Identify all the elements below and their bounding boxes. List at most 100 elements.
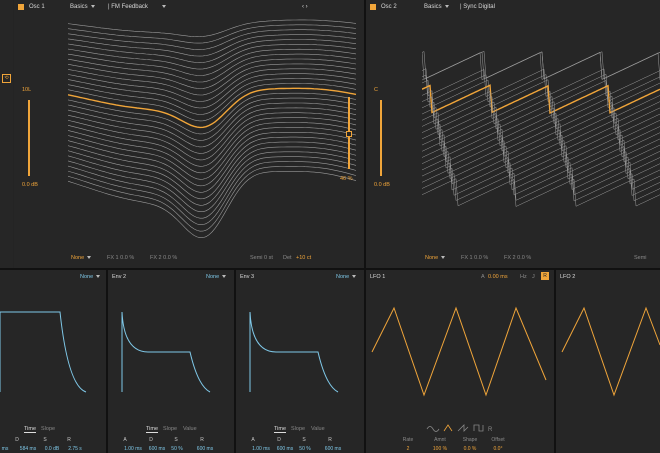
wavetable-frame (68, 127, 357, 180)
lfo1-hz-toggle[interactable]: Hz (520, 274, 527, 280)
lfo2-title: LFO 2 (560, 274, 576, 280)
wavetable-frame (68, 44, 357, 70)
env1-d-label: D (15, 437, 19, 443)
wavetable-frame (422, 106, 660, 136)
osc1-enable-toggle[interactable] (18, 4, 24, 10)
env1-s-label: S (43, 437, 47, 443)
env2-envelope-display[interactable] (108, 300, 234, 400)
osc2-wavetable-display[interactable] (422, 20, 660, 246)
wavetable-frame (68, 29, 357, 50)
env3-a-value[interactable]: 1.00 ms (252, 446, 270, 452)
env3-tab-value[interactable]: Value (311, 426, 325, 432)
osc1-wavetable-select[interactable]: | FM Feedback (108, 4, 166, 10)
osc1-gain-slider[interactable] (28, 100, 30, 176)
lfo1-retrig-button[interactable]: R (541, 272, 549, 280)
wavetable-frame (422, 178, 660, 207)
osc-position-handle[interactable] (346, 131, 352, 137)
lfo1-rate-value[interactable]: 2 (406, 446, 410, 452)
envelope-curve (0, 311, 87, 393)
wavetable-frame (68, 146, 357, 206)
env-divider-2 (234, 270, 236, 453)
osc1-semi-knob[interactable]: Semi 0 st (250, 255, 273, 261)
wavetable-frame (68, 78, 357, 115)
env3-tab-slope[interactable]: Slope (291, 426, 306, 432)
lfo1-shape-selector[interactable]: R (426, 423, 506, 433)
wavetable-frame (68, 34, 357, 57)
wavetable-frame (68, 141, 357, 200)
wavetable-frame (422, 95, 660, 125)
wavetable-frame (68, 63, 357, 96)
osc1-det-value[interactable]: +10 ct (296, 255, 312, 261)
lfo1-rate-label: Rate (402, 437, 414, 443)
selected-wave (68, 87, 357, 129)
osc1-fx1-knob[interactable]: FX 1 0.0 % (107, 255, 135, 261)
env1-envelope-display[interactable] (0, 300, 104, 400)
wavetable-frame (68, 39, 357, 63)
env2-s-value[interactable]: 50 % (171, 446, 183, 452)
wavetable-frame (68, 161, 357, 226)
osc2-fx2-knob[interactable]: FX 2 0.0 % (504, 255, 532, 261)
lfo1-offset-label: Offset (491, 437, 505, 443)
env3-s-value[interactable]: 50 % (299, 446, 311, 452)
lfo2-waveform-display[interactable] (556, 300, 660, 400)
env3-a-label: A (251, 437, 255, 443)
envelope-curve (121, 311, 211, 393)
env2-tab-value[interactable]: Value (183, 426, 197, 432)
osc2-wavetable-select[interactable]: | Sync Digital (460, 4, 495, 10)
osc2-title: Osc 2 (381, 4, 397, 10)
wavetable-frame (422, 79, 660, 108)
env2-mode-select[interactable]: None (206, 274, 227, 280)
osc1-fx-mode-select[interactable]: None (71, 255, 92, 261)
env2-tab-time[interactable]: Time (146, 426, 159, 433)
env1-cut-value: ms (1, 446, 9, 452)
lfo1-sync-icon[interactable]: J (532, 274, 535, 280)
lfo1-offset-value[interactable]: 0.0° (493, 446, 503, 452)
wavetable-frame (68, 58, 357, 89)
osc1-wavetable-display[interactable] (68, 14, 358, 244)
lfo1-title: LFO 1 (370, 274, 386, 280)
env2-a-value[interactable]: 1.00 ms (124, 446, 142, 452)
env3-r-label: R (328, 437, 332, 443)
osc2-category-select[interactable]: Basics (424, 4, 449, 10)
osc1-category-select[interactable]: Basics (70, 4, 95, 10)
wavetable-frame (422, 167, 660, 196)
env2-tab-slope[interactable]: Slope (163, 426, 178, 432)
env1-d-value[interactable]: 584 ms (19, 446, 37, 452)
left-strip-button[interactable]: ⟲ (2, 74, 11, 83)
wavetable-frame (68, 68, 357, 102)
env3-d-value[interactable]: 600 ms (276, 446, 294, 452)
wavetable-frame (68, 112, 357, 161)
lfo1-waveform-display[interactable] (366, 300, 554, 400)
env2-r-value[interactable]: 600 ms (196, 446, 214, 452)
lfo-waveform (561, 306, 660, 397)
wavetable-frame (422, 51, 660, 81)
osc2-enable-toggle[interactable] (370, 4, 376, 10)
lfo1-shape-value[interactable]: 0.0 % (463, 446, 477, 452)
env1-tab-time[interactable]: Time (24, 426, 37, 433)
osc2-gain-slider[interactable] (380, 100, 382, 176)
osc1-nav-arrows[interactable]: ‹ › (302, 4, 308, 10)
env1-s-value[interactable]: 0.0 dB (44, 446, 60, 452)
env1-r-value[interactable]: 2.75 s (68, 446, 82, 452)
env3-mode-select[interactable]: None (336, 274, 357, 280)
osc2-fx1-knob[interactable]: FX 1 0.0 % (461, 255, 489, 261)
chevron-down-icon (87, 256, 92, 260)
env1-tab-slope[interactable]: Slope (41, 426, 56, 432)
env2-panel: Env 2 None Time Slope Value A 1.00 ms D … (108, 270, 234, 453)
env1-mode-select[interactable]: None (80, 274, 101, 280)
osc1-fx2-knob[interactable]: FX 2 0.0 % (150, 255, 178, 261)
env3-envelope-display[interactable] (236, 300, 362, 400)
chevron-down-icon (96, 275, 101, 279)
osc1-det-label: Det (283, 255, 292, 261)
chevron-down-icon (352, 275, 357, 279)
wavetable-frame (422, 123, 660, 152)
lfo1-attack-value[interactable]: 0.00 ms (488, 274, 508, 280)
osc2-semi-knob[interactable]: Semi (634, 255, 647, 261)
env3-tab-time[interactable]: Time (274, 426, 287, 433)
env2-d-value[interactable]: 600 ms (148, 446, 166, 452)
osc2-fx-mode-select[interactable]: None (425, 255, 446, 261)
wavetable-frame (68, 166, 357, 232)
env3-r-value[interactable]: 600 ms (324, 446, 342, 452)
env2-r-label: R (200, 437, 204, 443)
lfo1-amnt-value[interactable]: 100 % (432, 446, 448, 452)
